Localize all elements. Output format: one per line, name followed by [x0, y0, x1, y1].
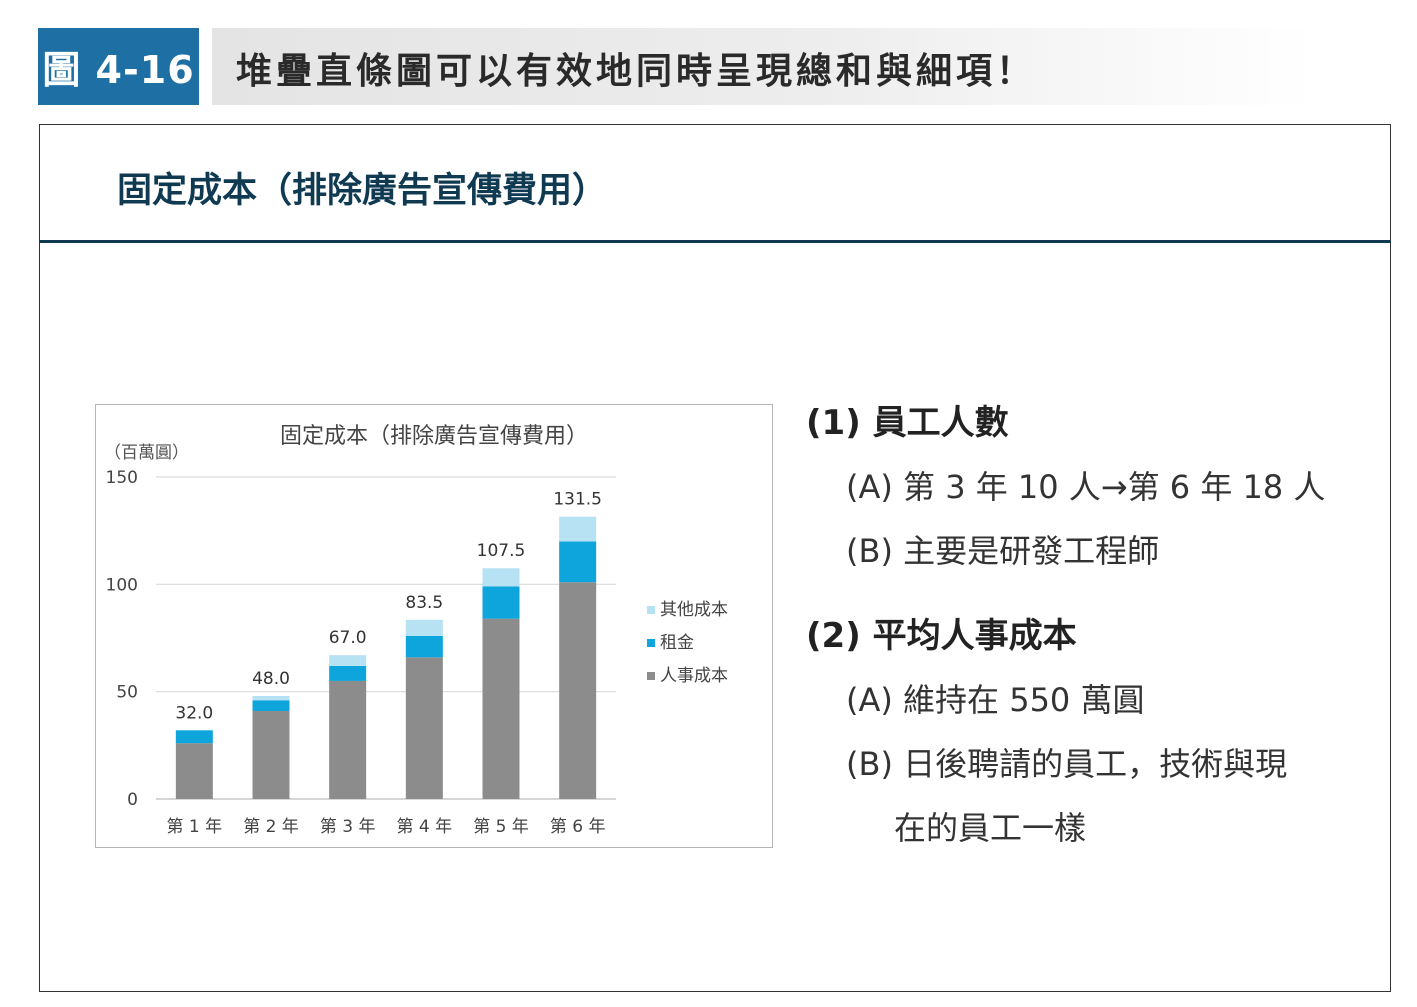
y-axis-label: （百萬圓）	[104, 443, 189, 463]
stacked-bar-chart: 固定成本（排除廣告宣傳費用） （百萬圓） 0 50 100 150 32.0 第 1 年…	[104, 424, 728, 837]
chart-title: 固定成本（排除廣告宣傳費用）	[280, 424, 588, 449]
bar-segment	[559, 516, 597, 542]
figure-title-bar	[212, 28, 1312, 105]
section-divider	[39, 240, 1391, 243]
bar-segment	[559, 582, 597, 799]
bar-segment	[482, 568, 520, 587]
content-frame	[39, 124, 1391, 992]
note-2-b: (B) 日後聘請的員工，技術與現	[846, 745, 1288, 783]
note-2-b-continued: 在的員工一樣	[894, 809, 1087, 847]
data-labels: 32.0 第 1 年 48.0 第 2 年 67.0 第 3 年 83.5 第 4 年 107.…	[167, 490, 606, 837]
legend-label: 人事成本	[660, 666, 728, 686]
gridlines: 0 50 100 150	[106, 468, 616, 810]
bar-segment	[175, 743, 213, 799]
bar-segment	[252, 695, 290, 701]
note-1-a: (A) 第 3 年 10 人→第 6 年 18 人	[846, 468, 1326, 506]
figure-label: 圖 4-16	[38, 28, 199, 105]
x-tick-label: 第 1 年	[167, 817, 223, 837]
y-tick-label: 150	[106, 468, 138, 488]
figure-title: 堆疊直條圖可以有效地同時呈現總和與細項！	[236, 51, 1037, 92]
total-data-label: 48.0	[252, 669, 290, 689]
y-tick-label: 0	[127, 790, 138, 810]
total-data-label: 83.5	[405, 593, 443, 613]
total-data-label: 107.5	[477, 541, 526, 561]
chart-container: 固定成本（排除廣告宣傳費用） （百萬圓） 0 50 100 150 32.0 第 1 年…	[95, 404, 773, 848]
legend-swatch	[647, 639, 655, 647]
bar-segment	[405, 619, 443, 636]
y-tick-label: 50	[116, 683, 138, 703]
section-title: 固定成本（排除廣告宣傳費用）	[117, 171, 608, 211]
legend-swatch	[647, 672, 655, 680]
bar-segment	[405, 635, 443, 658]
total-data-label: 67.0	[329, 628, 367, 648]
bar-segment	[252, 700, 290, 711]
bar-segment	[252, 710, 290, 799]
bars	[175, 516, 597, 799]
total-data-label: 131.5	[553, 490, 602, 510]
note-1-b: (B) 主要是研發工程師	[846, 532, 1160, 570]
x-tick-label: 第 3 年	[320, 817, 376, 837]
bar-segment	[482, 586, 520, 619]
legend-label: 租金	[660, 633, 694, 653]
x-tick-label: 第 5 年	[473, 817, 529, 837]
notes-panel: (1) 員工人數 (A) 第 3 年 10 人→第 6 年 18 人 (B) 主…	[806, 395, 1366, 849]
x-tick-label: 第 4 年	[397, 817, 453, 837]
note-1-heading: (1) 員工人數	[806, 403, 1009, 443]
bar-segment	[559, 541, 597, 583]
legend-label: 其他成本	[660, 600, 728, 620]
bar-segment	[329, 680, 367, 799]
bar-segment	[329, 665, 367, 681]
note-2-heading: (2) 平均人事成本	[806, 616, 1077, 656]
legend-swatch	[647, 606, 655, 614]
bar-segment	[405, 657, 443, 799]
x-tick-label: 第 6 年	[550, 817, 606, 837]
bar-segment	[482, 618, 520, 799]
bar-segment	[175, 730, 213, 744]
total-data-label: 32.0	[175, 703, 213, 723]
x-tick-label: 第 2 年	[243, 817, 299, 837]
y-tick-label: 100	[106, 575, 138, 595]
bar-segment	[329, 655, 367, 666]
note-2-a: (A) 維持在 550 萬圓	[846, 681, 1145, 719]
